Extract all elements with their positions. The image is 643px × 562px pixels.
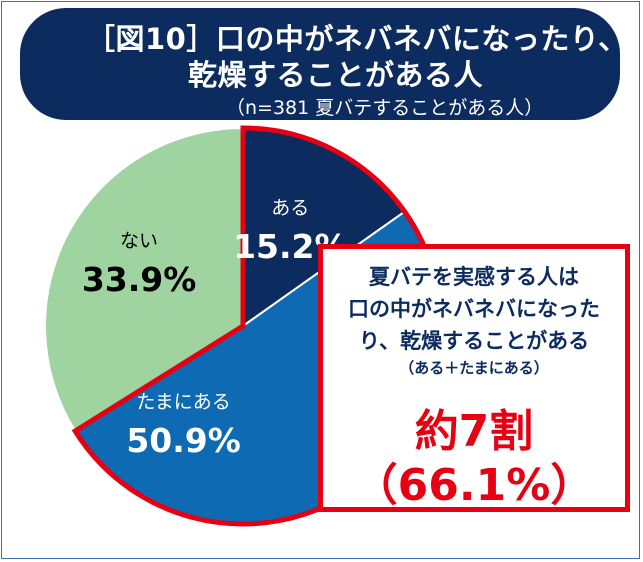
- slice-label-tamaniaru: たまにある: [136, 390, 231, 413]
- chart-title-line2: 乾燥することがある人: [188, 58, 484, 92]
- callout-big-text: 約7割: [414, 406, 534, 457]
- slice-label-nai: ない: [120, 230, 159, 253]
- chart-subtitle: （n=381 夏バテすることがある人）: [226, 97, 544, 119]
- callout-big-percent: （66.1%）: [353, 460, 595, 511]
- title-banner: [20, 8, 620, 120]
- callout-line2: 口の中がネバネバになった: [348, 297, 600, 321]
- callout-box: 夏バテを実感する人は 口の中がネバネバになった り、乾燥することがある （ある＋…: [318, 244, 630, 512]
- slice-value-nai: 33.9%: [81, 260, 197, 300]
- callout-line1: 夏バテを実感する人は: [369, 265, 579, 289]
- callout-line3: り、乾燥することがある: [358, 329, 590, 353]
- slice-value-tamaniaru: 50.9%: [126, 420, 241, 460]
- slice-label-aru: ある: [271, 196, 310, 219]
- chart-title-line1: ［図10］口の中がネバネバになったり、: [86, 22, 628, 56]
- callout-line4: （ある＋たまにある）: [399, 359, 549, 377]
